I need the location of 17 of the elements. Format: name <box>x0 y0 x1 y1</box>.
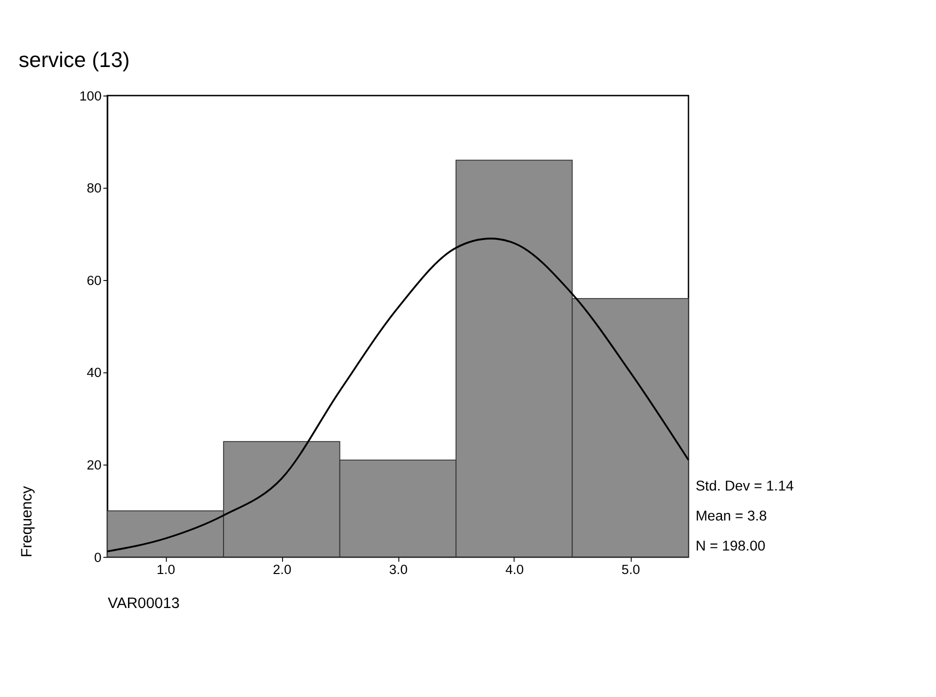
y-axis-title: Frequency <box>18 486 36 558</box>
text: N = 198.00 <box>696 538 766 555</box>
y-tick-label: 40 <box>86 365 102 380</box>
chart-title: service (13) <box>18 48 130 72</box>
y-tick-label: 60 <box>86 272 102 288</box>
x-tick-label: 5.0 <box>622 562 640 578</box>
x-tick-label: 1.0 <box>156 562 176 578</box>
y-tick-label: 20 <box>86 458 102 473</box>
text: Std. Dev = 1.14 <box>696 478 794 494</box>
x-tick-label: 2.0 <box>272 562 292 578</box>
y-tick-label: 80 <box>86 180 102 196</box>
x-tick-label: 3.0 <box>389 562 408 578</box>
x-axis-title: VAR00013 <box>108 594 180 612</box>
text: Mean = 3.8 <box>696 508 768 525</box>
y-tick-label: 0 <box>94 550 102 565</box>
y-tick-label: 100 <box>79 88 102 104</box>
x-tick-label: 4.0 <box>505 562 524 578</box>
